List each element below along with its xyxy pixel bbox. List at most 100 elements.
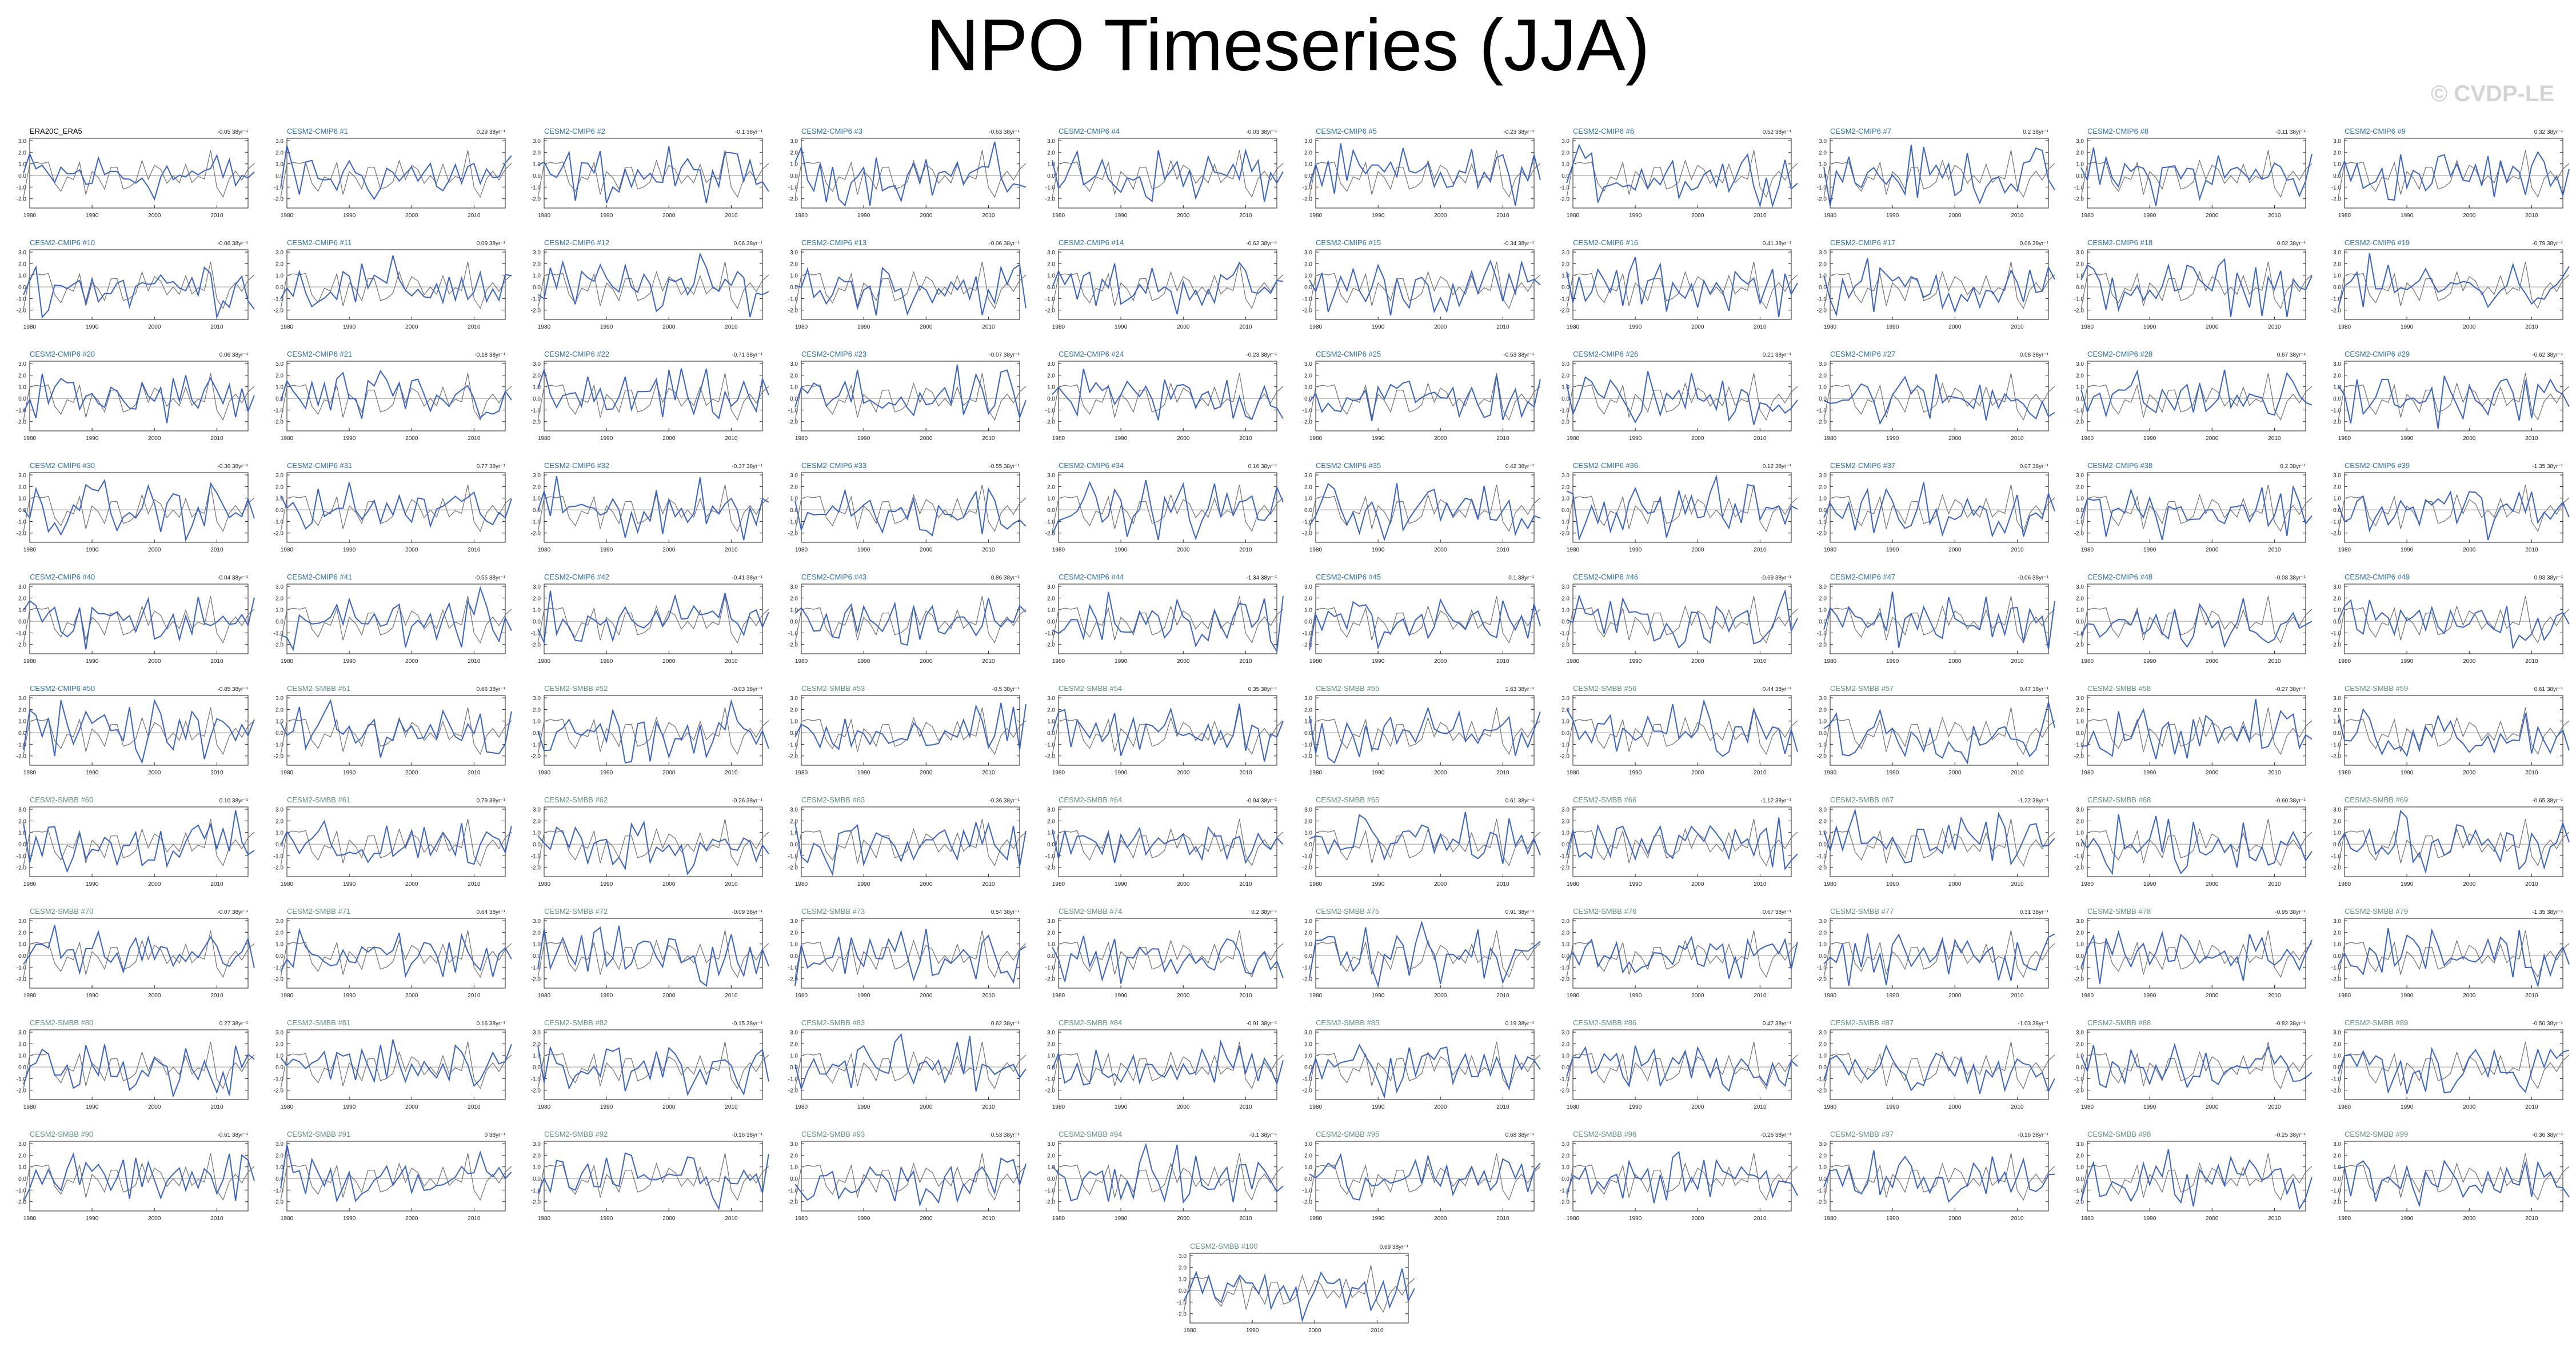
panel-trend: -0.15 38yr⁻¹ — [732, 1021, 762, 1027]
y-tick-label: -1.0 — [1045, 296, 1056, 302]
x-tick-label: 2010 — [2011, 1104, 2024, 1110]
model-series-line — [1309, 259, 1541, 316]
y-tick-label: 0.0 — [1047, 396, 1055, 402]
panel-frame — [2344, 249, 2563, 320]
y-tick-label: 1.0 — [2333, 385, 2341, 391]
panel-trend: -0.06 38yr⁻¹ — [989, 241, 1020, 247]
x-tick-label: 2000 — [1948, 324, 1962, 330]
y-tick-label: 3.0 — [790, 1141, 798, 1148]
y-tick-label: 0.0 — [1819, 842, 1827, 848]
y-tick-label: 2.0 — [2076, 818, 2084, 825]
y-tick-label: 2.0 — [1047, 261, 1055, 267]
y-tick-label: -1.0 — [531, 296, 541, 302]
panel-label: CESM2-SMBB #72 — [544, 907, 608, 916]
y-tick-label: 1.0 — [533, 273, 541, 279]
x-tick-label: 2000 — [662, 435, 676, 442]
x-tick-label: 2010 — [2011, 658, 2024, 665]
x-tick-label: 2000 — [662, 770, 676, 776]
x-tick-label: 1990 — [1372, 993, 1385, 999]
obs-series-line — [537, 595, 769, 644]
y-tick-label: -2.0 — [1560, 865, 1570, 872]
x-tick-label: 2000 — [1434, 435, 1447, 442]
x-tick-label: 1980 — [1824, 993, 1837, 999]
x-tick-label: 2010 — [2268, 324, 2281, 330]
panel-trend: 0 38yr⁻¹ — [485, 1132, 506, 1138]
y-tick-label: 2.0 — [533, 373, 541, 379]
y-tick-label: -2.0 — [1817, 308, 1827, 314]
y-tick-label: -2.0 — [17, 308, 27, 314]
panel-frame — [1315, 1141, 1535, 1212]
y-tick-label: 2.0 — [533, 930, 541, 936]
x-tick-label: 1980 — [1052, 435, 1065, 442]
panel-label: CESM2-SMBB #62 — [544, 796, 608, 804]
y-tick-label: 2.0 — [1561, 818, 1569, 825]
panel: CESM2-SMBB #81 0.16 38yr⁻¹-2.0-1.00.01.02… — [274, 1018, 512, 1110]
x-tick-label: 1990 — [1886, 881, 1899, 888]
y-tick-label: -1.0 — [2074, 1188, 2084, 1194]
model-series-line — [537, 590, 769, 645]
y-tick-label: 0.0 — [1304, 619, 1312, 625]
x-tick-label: 1980 — [1824, 435, 1837, 442]
x-tick-label: 2000 — [1691, 547, 1704, 553]
x-tick-label: 2010 — [982, 881, 995, 888]
y-tick-label: -2.0 — [788, 1200, 798, 1206]
y-tick-label: 0.0 — [275, 953, 283, 960]
y-tick-label: 3.0 — [1561, 138, 1569, 145]
model-series-line — [2081, 698, 2313, 760]
x-tick-label: 1990 — [1886, 770, 1899, 776]
obs-series-line — [794, 930, 1027, 978]
panel-trend: -1.35 38yr⁻¹ — [2532, 463, 2563, 470]
y-tick-label: 3.0 — [1047, 473, 1055, 479]
panel: CESM2-CMIP6 #38 0.2 38yr⁻¹-2.0-1.00.01.02… — [2074, 461, 2313, 553]
panel-frame — [1058, 695, 1277, 766]
x-tick-label: 1980 — [1052, 213, 1065, 219]
panel-label: CESM2-CMIP6 #43 — [801, 573, 866, 581]
y-tick-label: -2.0 — [531, 642, 541, 649]
panel: CESM2-SMBB #70 -0.07 38yr⁻¹-2.0-1.00.01.0… — [17, 907, 255, 999]
y-tick-label: -1.0 — [2331, 519, 2342, 525]
x-tick-label: 1990 — [86, 1216, 99, 1222]
panel-trend: -1.22 38yr⁻¹ — [2018, 798, 2048, 804]
x-tick-label: 1980 — [1824, 658, 1837, 665]
x-tick-label: 2000 — [2463, 1104, 2476, 1110]
x-tick-label: 1980 — [1567, 993, 1580, 999]
panel-label: CESM2-CMIP6 #44 — [1059, 573, 1124, 581]
y-tick-label: 2.0 — [2333, 1041, 2341, 1048]
panel: CESM2-SMBB #95 0.68 38yr⁻¹-2.0-1.00.01.02… — [1303, 1130, 1541, 1222]
panel-trend: -0.62 38yr⁻¹ — [1246, 241, 1277, 247]
y-tick-label: 1.0 — [2333, 1053, 2341, 1060]
x-tick-label: 1990 — [86, 1104, 99, 1110]
y-tick-label: -1.0 — [531, 1076, 541, 1082]
x-tick-label: 2010 — [982, 547, 995, 553]
y-tick-label: 3.0 — [18, 807, 26, 813]
x-tick-label: 1990 — [1886, 1104, 1899, 1110]
model-series-line — [1309, 1044, 1541, 1099]
model-series-line — [2338, 599, 2570, 650]
model-series-line — [1309, 143, 1541, 206]
x-tick-label: 1980 — [2081, 1104, 2094, 1110]
panel-frame — [1572, 583, 1792, 654]
x-tick-label: 1980 — [1309, 435, 1323, 442]
obs-series-line — [1052, 150, 1284, 198]
panel-trend: 0.09 38yr⁻¹ — [477, 241, 506, 247]
panel-trend: 0.07 38yr⁻¹ — [2020, 463, 2049, 470]
y-tick-label: -2.0 — [1045, 977, 1056, 983]
panel: CESM2-SMBB #85 0.19 38yr⁻¹-2.0-1.00.01.02… — [1303, 1018, 1541, 1110]
y-tick-label: 1.0 — [2076, 162, 2084, 168]
model-series-line — [1566, 817, 1798, 871]
panel: CESM2-SMBB #63 -0.36 38yr⁻¹-2.0-1.00.01.0… — [788, 796, 1027, 888]
panel: CESM2-SMBB #52 -0.03 38yr⁻¹-2.0-1.00.01.0… — [531, 684, 769, 776]
watermark: © CVDP-LE — [2430, 81, 2554, 106]
obs-series-line — [1309, 1041, 1541, 1090]
panel-frame — [2087, 1029, 2306, 1100]
x-tick-label: 1990 — [86, 435, 99, 442]
x-tick-label: 1990 — [2143, 547, 2156, 553]
panel-label: CESM2-SMBB #79 — [2345, 907, 2408, 916]
obs-series-line — [2080, 150, 2313, 198]
panel: CESM2-SMBB #78 -0.95 38yr⁻¹-2.0-1.00.01.0… — [2074, 907, 2313, 999]
y-tick-label: -1.0 — [1817, 965, 1827, 971]
y-tick-label: 1.0 — [1561, 719, 1569, 725]
y-tick-label: 2.0 — [790, 1041, 798, 1048]
panel-label: CESM2-SMBB #88 — [2087, 1018, 2151, 1027]
x-tick-label: 2000 — [148, 1216, 161, 1222]
